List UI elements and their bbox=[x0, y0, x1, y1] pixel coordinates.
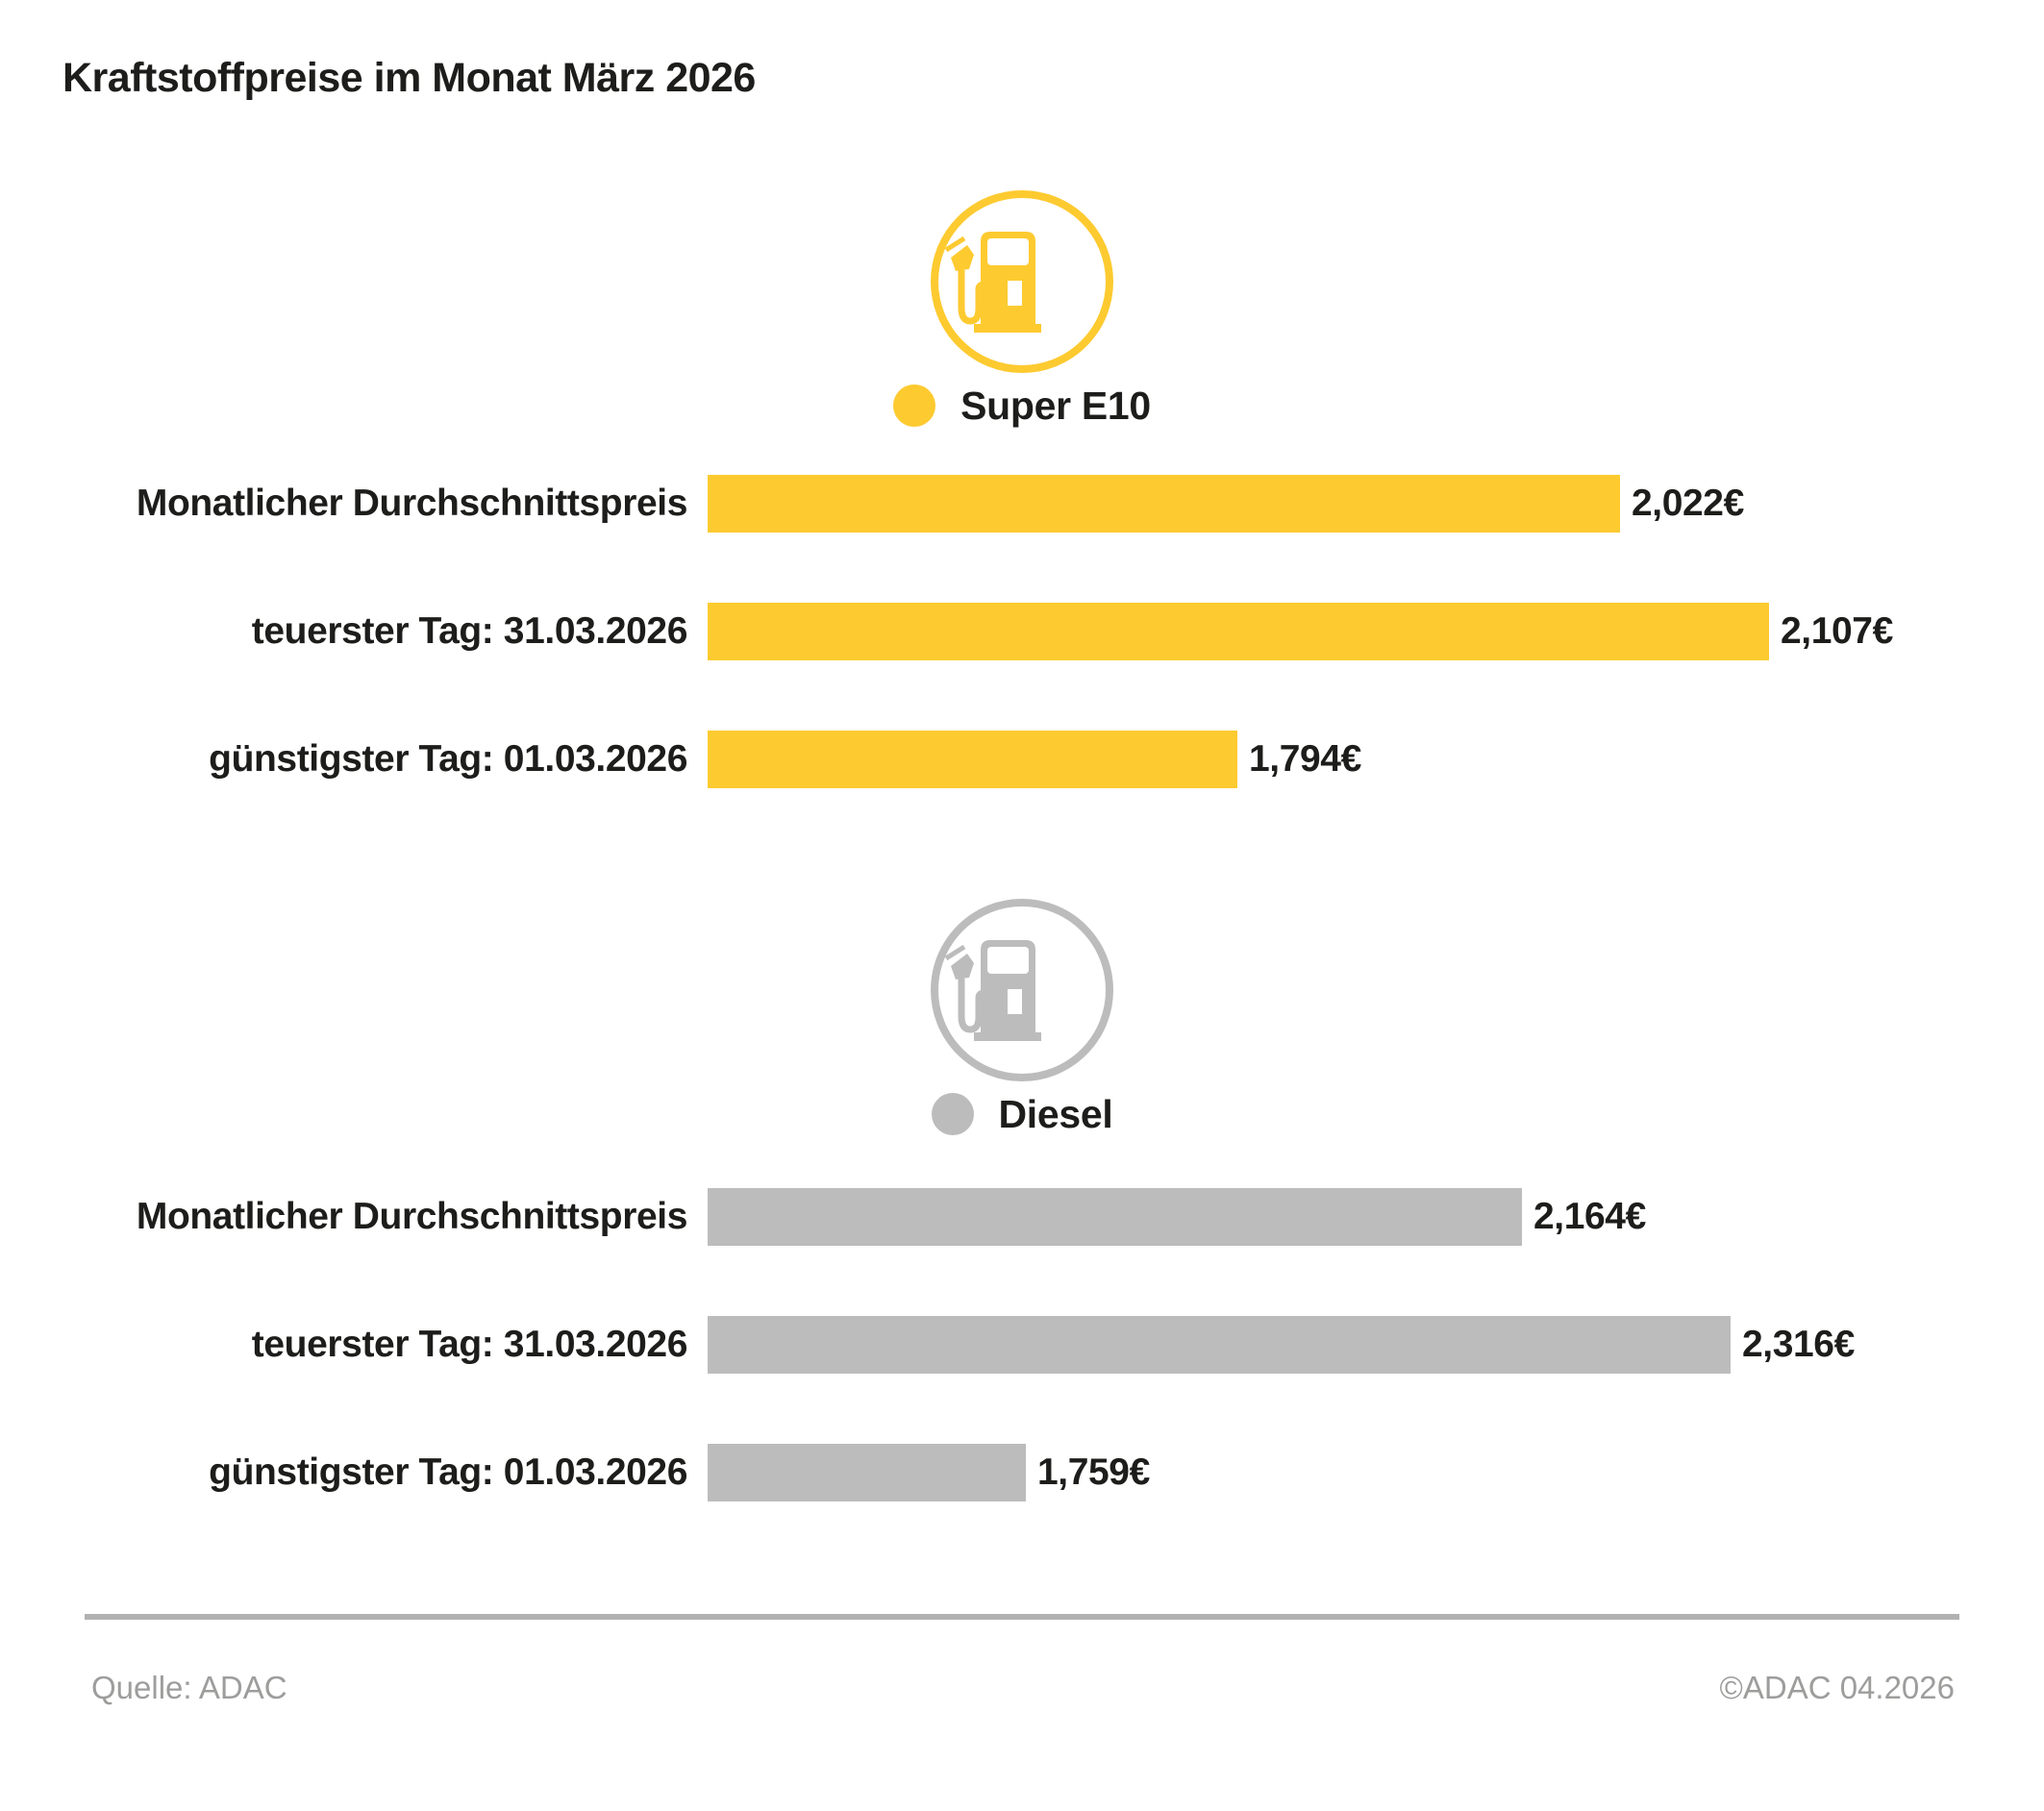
bar bbox=[708, 1444, 1026, 1502]
bar-track: 1,794€ bbox=[708, 731, 2044, 789]
section-diesel: Diesel Monatlicher Durchschnittspreis 2,… bbox=[0, 894, 2044, 1502]
bar-value: 2,316€ bbox=[1742, 1324, 1855, 1366]
bar-value: 1,759€ bbox=[1037, 1451, 1150, 1494]
bar bbox=[708, 731, 1237, 789]
bar-label: Monatlicher Durchschnittspreis bbox=[136, 483, 688, 525]
bar-track: 2,164€ bbox=[708, 1188, 2044, 1247]
bar-value: 2,107€ bbox=[1781, 610, 1893, 653]
bar-label: teuerster Tag: 31.03.2026 bbox=[251, 1324, 688, 1366]
bar-track: 1,759€ bbox=[708, 1444, 2044, 1502]
bar bbox=[708, 603, 1769, 661]
bar bbox=[708, 1316, 1731, 1375]
bar-value: 2,022€ bbox=[1632, 483, 1744, 525]
bar-row-average: Monatlicher Durchschnittspreis 2,022€ bbox=[0, 475, 2044, 533]
bar-row-most-expensive-day: teuerster Tag: 31.03.2026 2,107€ bbox=[0, 603, 2044, 661]
bar-label: teuerster Tag: 31.03.2026 bbox=[251, 610, 688, 653]
bar-value: 2,164€ bbox=[1533, 1196, 1646, 1238]
legend-dot bbox=[931, 1093, 974, 1136]
legend-dot bbox=[893, 385, 936, 428]
footer-divider bbox=[85, 1614, 1959, 1621]
fuel-pump-icon bbox=[0, 186, 2044, 378]
bar bbox=[708, 1188, 1522, 1247]
bar-label: günstigster Tag: 01.03.2026 bbox=[209, 738, 687, 781]
bar-row-most-expensive-day: teuerster Tag: 31.03.2026 2,316€ bbox=[0, 1316, 2044, 1375]
legend-label: Diesel bbox=[998, 1091, 1113, 1136]
bar-rows: Monatlicher Durchschnittspreis 2,022€ te… bbox=[0, 475, 2044, 789]
fuel-pump-icon bbox=[0, 894, 2044, 1086]
bar-label: günstigster Tag: 01.03.2026 bbox=[209, 1451, 687, 1494]
bar bbox=[708, 475, 1620, 533]
legend-label: Super E10 bbox=[960, 383, 1151, 428]
bar-track: 2,316€ bbox=[708, 1316, 2044, 1375]
source-text: Quelle: ADAC bbox=[91, 1670, 287, 1706]
bar-value: 1,794€ bbox=[1249, 738, 1361, 781]
bar-track: 2,022€ bbox=[708, 475, 2044, 533]
footer: Quelle: ADAC ©ADAC 04.2026 bbox=[91, 1670, 1955, 1706]
bar-row-average: Monatlicher Durchschnittspreis 2,164€ bbox=[0, 1188, 2044, 1247]
bar-row-cheapest-day: günstigster Tag: 01.03.2026 1,794€ bbox=[0, 731, 2044, 789]
bar-track: 2,107€ bbox=[708, 603, 2044, 661]
bar-rows: Monatlicher Durchschnittspreis 2,164€ te… bbox=[0, 1188, 2044, 1502]
bar-label: Monatlicher Durchschnittspreis bbox=[136, 1196, 688, 1238]
page-title: Kraftstoffpreise im Monat März 2026 bbox=[62, 55, 756, 101]
copyright-text: ©ADAC 04.2026 bbox=[1719, 1670, 1955, 1706]
legend-diesel: Diesel bbox=[0, 1092, 2044, 1136]
section-super-e10: Super E10 Monatlicher Durchschnittspreis… bbox=[0, 186, 2044, 789]
legend-super-e10: Super E10 bbox=[0, 384, 2044, 428]
bar-row-cheapest-day: günstigster Tag: 01.03.2026 1,759€ bbox=[0, 1444, 2044, 1502]
